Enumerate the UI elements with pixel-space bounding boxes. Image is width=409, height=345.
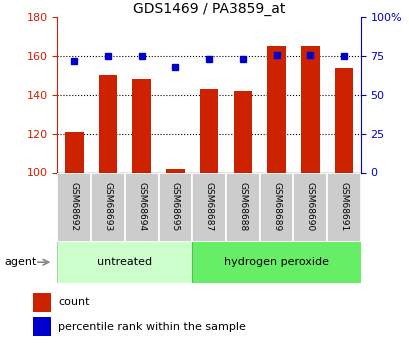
Text: GSM68695: GSM68695 [171,183,180,231]
Text: untreated: untreated [97,257,152,267]
Text: GSM68689: GSM68689 [271,183,280,231]
Text: agent: agent [4,257,36,267]
Text: GSM68690: GSM68690 [305,183,314,231]
Bar [33,317,51,336]
Bar [65,132,83,172]
Bar [293,172,326,242]
Bar [326,172,360,242]
Bar [199,89,218,172]
Bar [166,169,184,172]
Bar [300,46,319,172]
Text: GSM68694: GSM68694 [137,183,146,231]
Bar [132,79,151,172]
Bar [267,46,285,172]
Bar [57,172,91,242]
Bar [192,241,360,283]
Text: GSM68693: GSM68693 [103,183,112,231]
Title: GDS1469 / PA3859_at: GDS1469 / PA3859_at [133,2,285,16]
Text: GSM68688: GSM68688 [238,183,247,231]
Bar [57,241,192,283]
Bar [259,172,293,242]
Bar [233,91,252,172]
Bar [334,68,353,172]
Text: GSM68692: GSM68692 [70,183,79,231]
Text: percentile rank within the sample: percentile rank within the sample [58,322,245,332]
Bar [99,76,117,172]
Text: count: count [58,297,89,307]
Bar [91,172,124,242]
Bar [192,172,225,242]
Bar [158,172,192,242]
Text: hydrogen peroxide: hydrogen peroxide [223,257,328,267]
Text: GSM68691: GSM68691 [339,183,348,231]
Bar [225,172,259,242]
Text: GSM68687: GSM68687 [204,183,213,231]
Bar [124,172,158,242]
Bar [33,293,51,312]
